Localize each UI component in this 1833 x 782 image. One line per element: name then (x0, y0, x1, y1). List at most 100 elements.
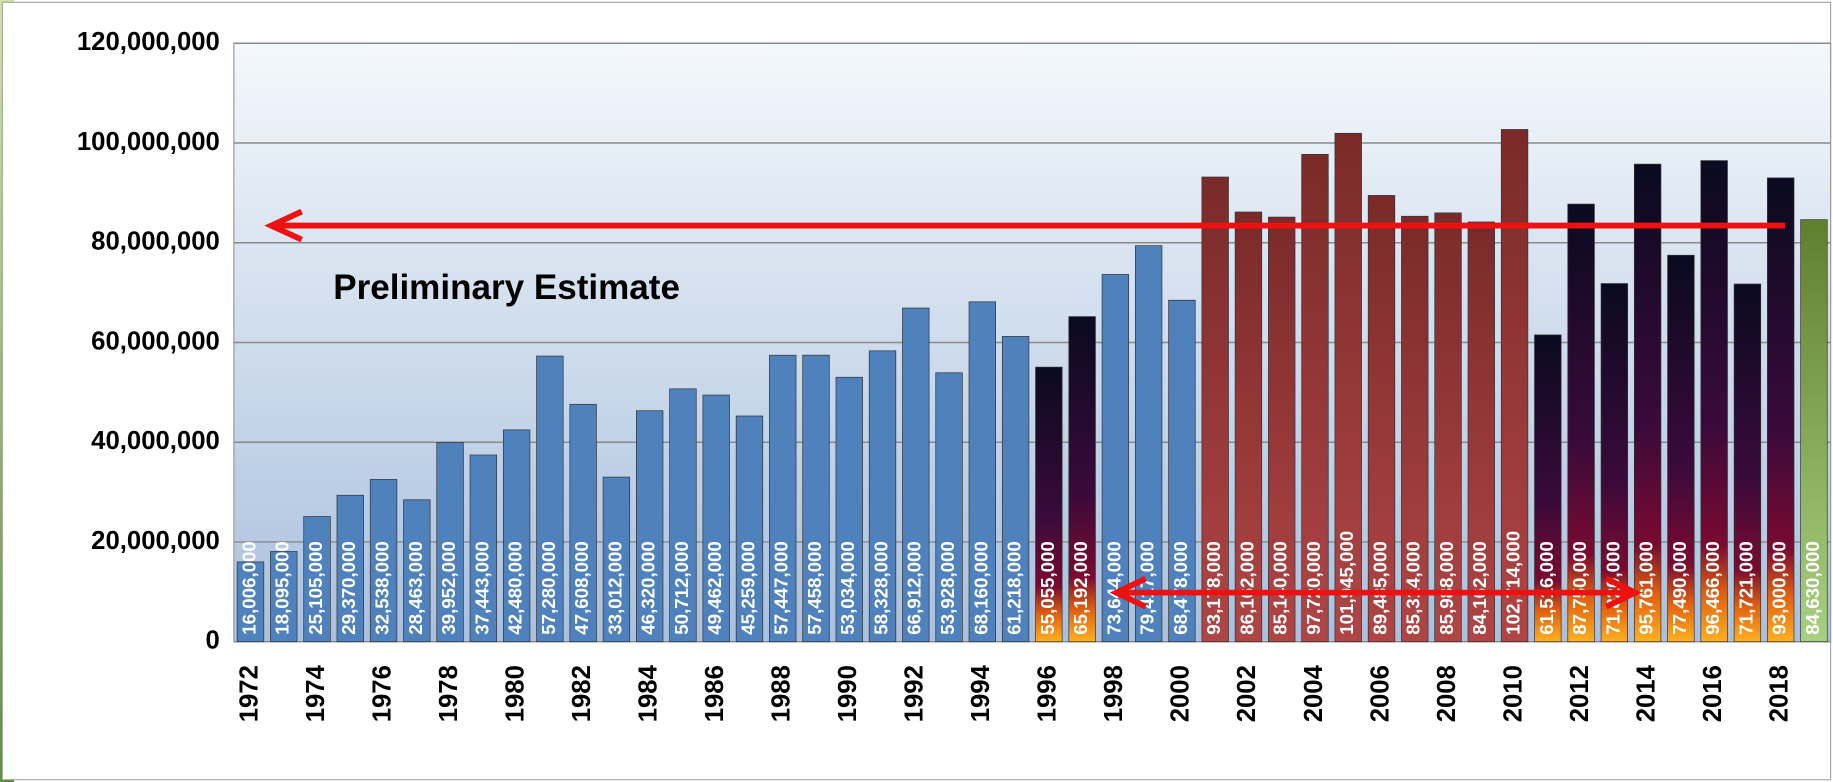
bar (336, 494, 364, 643)
value-label: 97,720,000 (1303, 541, 1324, 635)
value-label: 68,160,000 (970, 541, 991, 635)
x-tick-label: 1996 (1034, 665, 1062, 722)
value-label: 32,538,000 (371, 541, 392, 635)
y-tick-label: 20,000,000 (91, 527, 220, 555)
x-tick-label: 1976 (368, 665, 396, 722)
bar (1268, 216, 1296, 643)
value-label: 61,516,000 (1536, 541, 1557, 635)
bar (1035, 366, 1063, 643)
value-label: 79,417,000 (1137, 541, 1158, 635)
x-tick-label: 1980 (501, 665, 529, 722)
bar (669, 388, 697, 643)
value-label: 45,259,000 (737, 541, 758, 635)
bar (569, 403, 597, 643)
value-label: 42,480,000 (505, 541, 526, 635)
x-tick-label: 1972 (235, 665, 263, 722)
value-label: 55,055,000 (1037, 541, 1058, 635)
value-label: 101,945,000 (1336, 531, 1357, 635)
value-label: 93,000,000 (1769, 541, 1790, 635)
value-label: 85,314,000 (1403, 541, 1424, 635)
value-label: 16,006,000 (238, 541, 259, 635)
value-label: 84,630,000 (1802, 541, 1823, 635)
bar (835, 376, 863, 643)
bar (436, 442, 464, 643)
bar (769, 354, 797, 643)
value-label: 25,105,000 (305, 541, 326, 635)
bar (502, 429, 531, 643)
bar (1633, 163, 1662, 643)
x-tick-label: 2004 (1300, 664, 1328, 722)
value-label: 77,490,000 (1669, 541, 1690, 635)
bar (236, 561, 265, 643)
x-tick-label: 2008 (1433, 665, 1461, 722)
value-label: 84,162,000 (1469, 541, 1490, 635)
bar (702, 394, 730, 643)
value-label: 85,988,000 (1436, 541, 1457, 635)
bar (802, 354, 830, 643)
bar (1434, 212, 1462, 643)
value-label: 61,218,000 (1004, 541, 1025, 635)
x-tick-label: 1982 (568, 665, 596, 722)
value-label: 95,761,000 (1636, 541, 1657, 635)
x-tick-label: 2018 (1765, 665, 1793, 722)
value-label: 49,462,000 (704, 541, 725, 635)
value-label: 89,485,000 (1369, 541, 1390, 635)
bar (1700, 160, 1728, 643)
value-label: 53,034,000 (837, 541, 858, 635)
value-label: 58,328,000 (870, 541, 891, 635)
value-label: 33,012,000 (604, 541, 625, 635)
y-tick-label: 60,000,000 (91, 327, 220, 355)
y-tick-label: 80,000,000 (91, 228, 220, 256)
arrow (264, 208, 1785, 610)
bar (270, 551, 298, 643)
x-tick-label: 1974 (302, 664, 330, 722)
x-tick-label: 1978 (435, 665, 463, 722)
value-label: 47,608,000 (571, 541, 592, 635)
value-label: 28,463,000 (405, 541, 426, 635)
bar (902, 307, 930, 643)
bar (1201, 176, 1229, 643)
value-label: 93,178,000 (1203, 541, 1224, 635)
bar (935, 372, 963, 643)
value-label: 85,140,000 (1270, 541, 1291, 635)
value-label: 57,280,000 (538, 541, 559, 635)
bar (1567, 203, 1595, 643)
bar (1500, 129, 1529, 643)
value-label: 71,820,000 (1602, 541, 1623, 635)
bar (1367, 195, 1396, 643)
bar (403, 499, 431, 643)
bar (1733, 283, 1762, 643)
bar (469, 454, 498, 643)
y-tick-label: 0 (206, 627, 220, 655)
x-tick-label: 1992 (901, 665, 929, 722)
bar (1401, 215, 1429, 643)
x-tick-label: 1988 (768, 665, 796, 722)
x-tick-label: 2014 (1632, 664, 1660, 722)
bar (1001, 336, 1030, 643)
bar (1234, 211, 1263, 643)
bar (602, 476, 631, 643)
x-tick-label: 2010 (1499, 665, 1527, 722)
x-tick-label: 2012 (1566, 665, 1594, 722)
x-tick-label: 1998 (1100, 665, 1128, 722)
y-tick-label: 120,000,000 (77, 28, 220, 56)
bar (868, 350, 897, 643)
bar (1467, 221, 1495, 643)
bar (735, 415, 764, 643)
bar (1068, 316, 1096, 643)
bar (968, 301, 996, 643)
value-label: 66,912,000 (904, 541, 925, 635)
value-label: 53,928,000 (937, 541, 958, 635)
bar (536, 355, 564, 643)
value-label: 46,320,000 (638, 541, 659, 635)
value-label: 87,750,000 (1569, 541, 1590, 635)
value-label: 96,466,000 (1702, 541, 1723, 635)
bar (1168, 299, 1196, 643)
y-tick-label: 100,000,000 (77, 128, 220, 156)
bar (1134, 245, 1163, 643)
value-label: 57,447,000 (771, 541, 792, 635)
value-label: 57,458,000 (804, 541, 825, 635)
bar (1667, 254, 1695, 643)
